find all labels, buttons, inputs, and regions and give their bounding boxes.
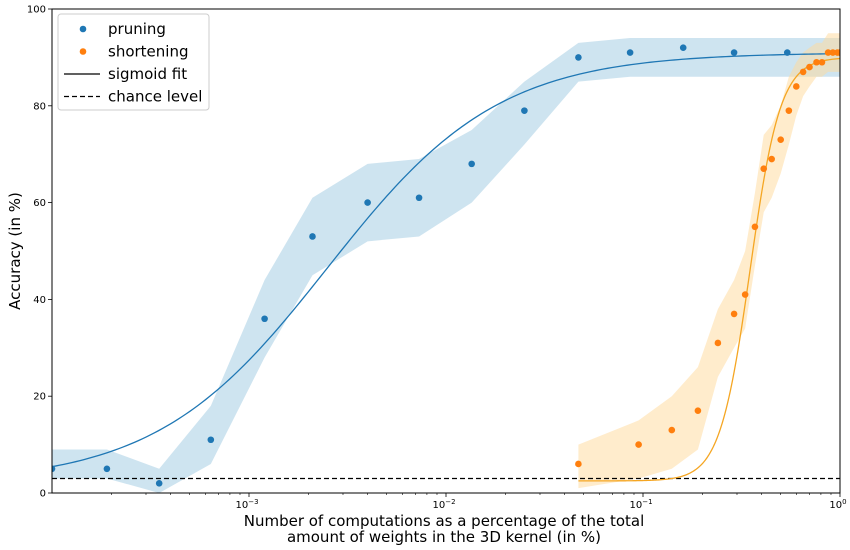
y-tick-label: 100 — [27, 5, 46, 16]
legend-label: shortening — [108, 43, 188, 61]
x-tick-label: 10−2 — [432, 498, 455, 511]
y-axis-label: Accuracy (in %) — [6, 192, 24, 310]
shortening-point — [635, 441, 642, 448]
confidence-bands — [52, 33, 840, 493]
shortening-point — [768, 155, 775, 163]
pruning-point — [783, 49, 791, 56]
pruning-point — [364, 199, 371, 206]
x-tick-label: 10−1 — [629, 498, 652, 511]
x-tick-label: 100 — [829, 498, 846, 511]
axis-labels: Number of computations as a percentage o… — [6, 192, 644, 546]
x-axis-label: Number of computations as a percentage o… — [244, 512, 645, 530]
pruning-confidence-band — [52, 38, 840, 493]
pruning-point — [155, 480, 163, 487]
shortening-point — [668, 426, 676, 434]
shortening-point — [730, 310, 738, 318]
pruning-point — [575, 54, 582, 61]
legend-label: chance level — [108, 88, 202, 106]
y-tick-label: 60 — [33, 198, 46, 209]
legend-box — [57, 13, 210, 111]
legend-label: sigmoid fit — [108, 65, 187, 83]
shortening-point — [741, 291, 749, 298]
pruning-point — [468, 160, 475, 168]
shortening-point — [760, 165, 768, 173]
pruning-sigmoid-fit — [52, 52, 840, 468]
shortening-point — [751, 223, 759, 231]
pruning-point — [52, 465, 56, 473]
pruning-point — [626, 49, 634, 56]
pruning-point — [309, 233, 316, 240]
y-tick-label: 80 — [33, 101, 46, 112]
x-tick-label: 10−3 — [235, 498, 258, 511]
y-tick-label: 0 — [40, 489, 46, 500]
shortening-point — [836, 49, 840, 56]
shortening-point — [813, 58, 820, 66]
shortening-point — [777, 136, 784, 143]
legend-marker — [79, 48, 87, 55]
pruning-point — [207, 436, 215, 444]
pruning-point — [679, 44, 687, 52]
data-points — [52, 44, 840, 487]
shortening-point — [829, 49, 837, 56]
shortening-point — [806, 63, 813, 71]
shortening-sigmoid-fit — [578, 57, 840, 482]
legend-marker — [79, 25, 87, 33]
shortening-point — [793, 83, 800, 90]
shortening-point — [799, 68, 807, 76]
pruning-point — [415, 194, 423, 202]
pruning-point — [521, 107, 528, 114]
shortening-point — [818, 58, 826, 66]
shortening-point — [694, 407, 702, 415]
y-tick-label: 40 — [33, 295, 46, 306]
sigmoid-fit-curves — [52, 52, 840, 482]
shortening-point — [575, 460, 582, 468]
y-tick-label: 20 — [33, 392, 46, 403]
legend: pruning shortening sigmoid fit chance level — [57, 13, 210, 111]
x-axis-label: amount of weights in the 3D kernel (in %… — [287, 528, 601, 546]
pruning-point — [730, 49, 738, 56]
pruning-point — [261, 315, 268, 323]
shortening-point — [785, 107, 793, 114]
legend-label: pruning — [108, 20, 166, 38]
pruning-point — [103, 465, 111, 473]
shortening-confidence-band — [578, 33, 840, 489]
shortening-point — [714, 339, 722, 347]
shortening-point — [824, 49, 832, 56]
y-axis-ticks: 0 20 40 60 80 100 — [27, 5, 52, 500]
x-axis-ticks: 10−3 10−2 10−1 100 — [111, 493, 847, 511]
